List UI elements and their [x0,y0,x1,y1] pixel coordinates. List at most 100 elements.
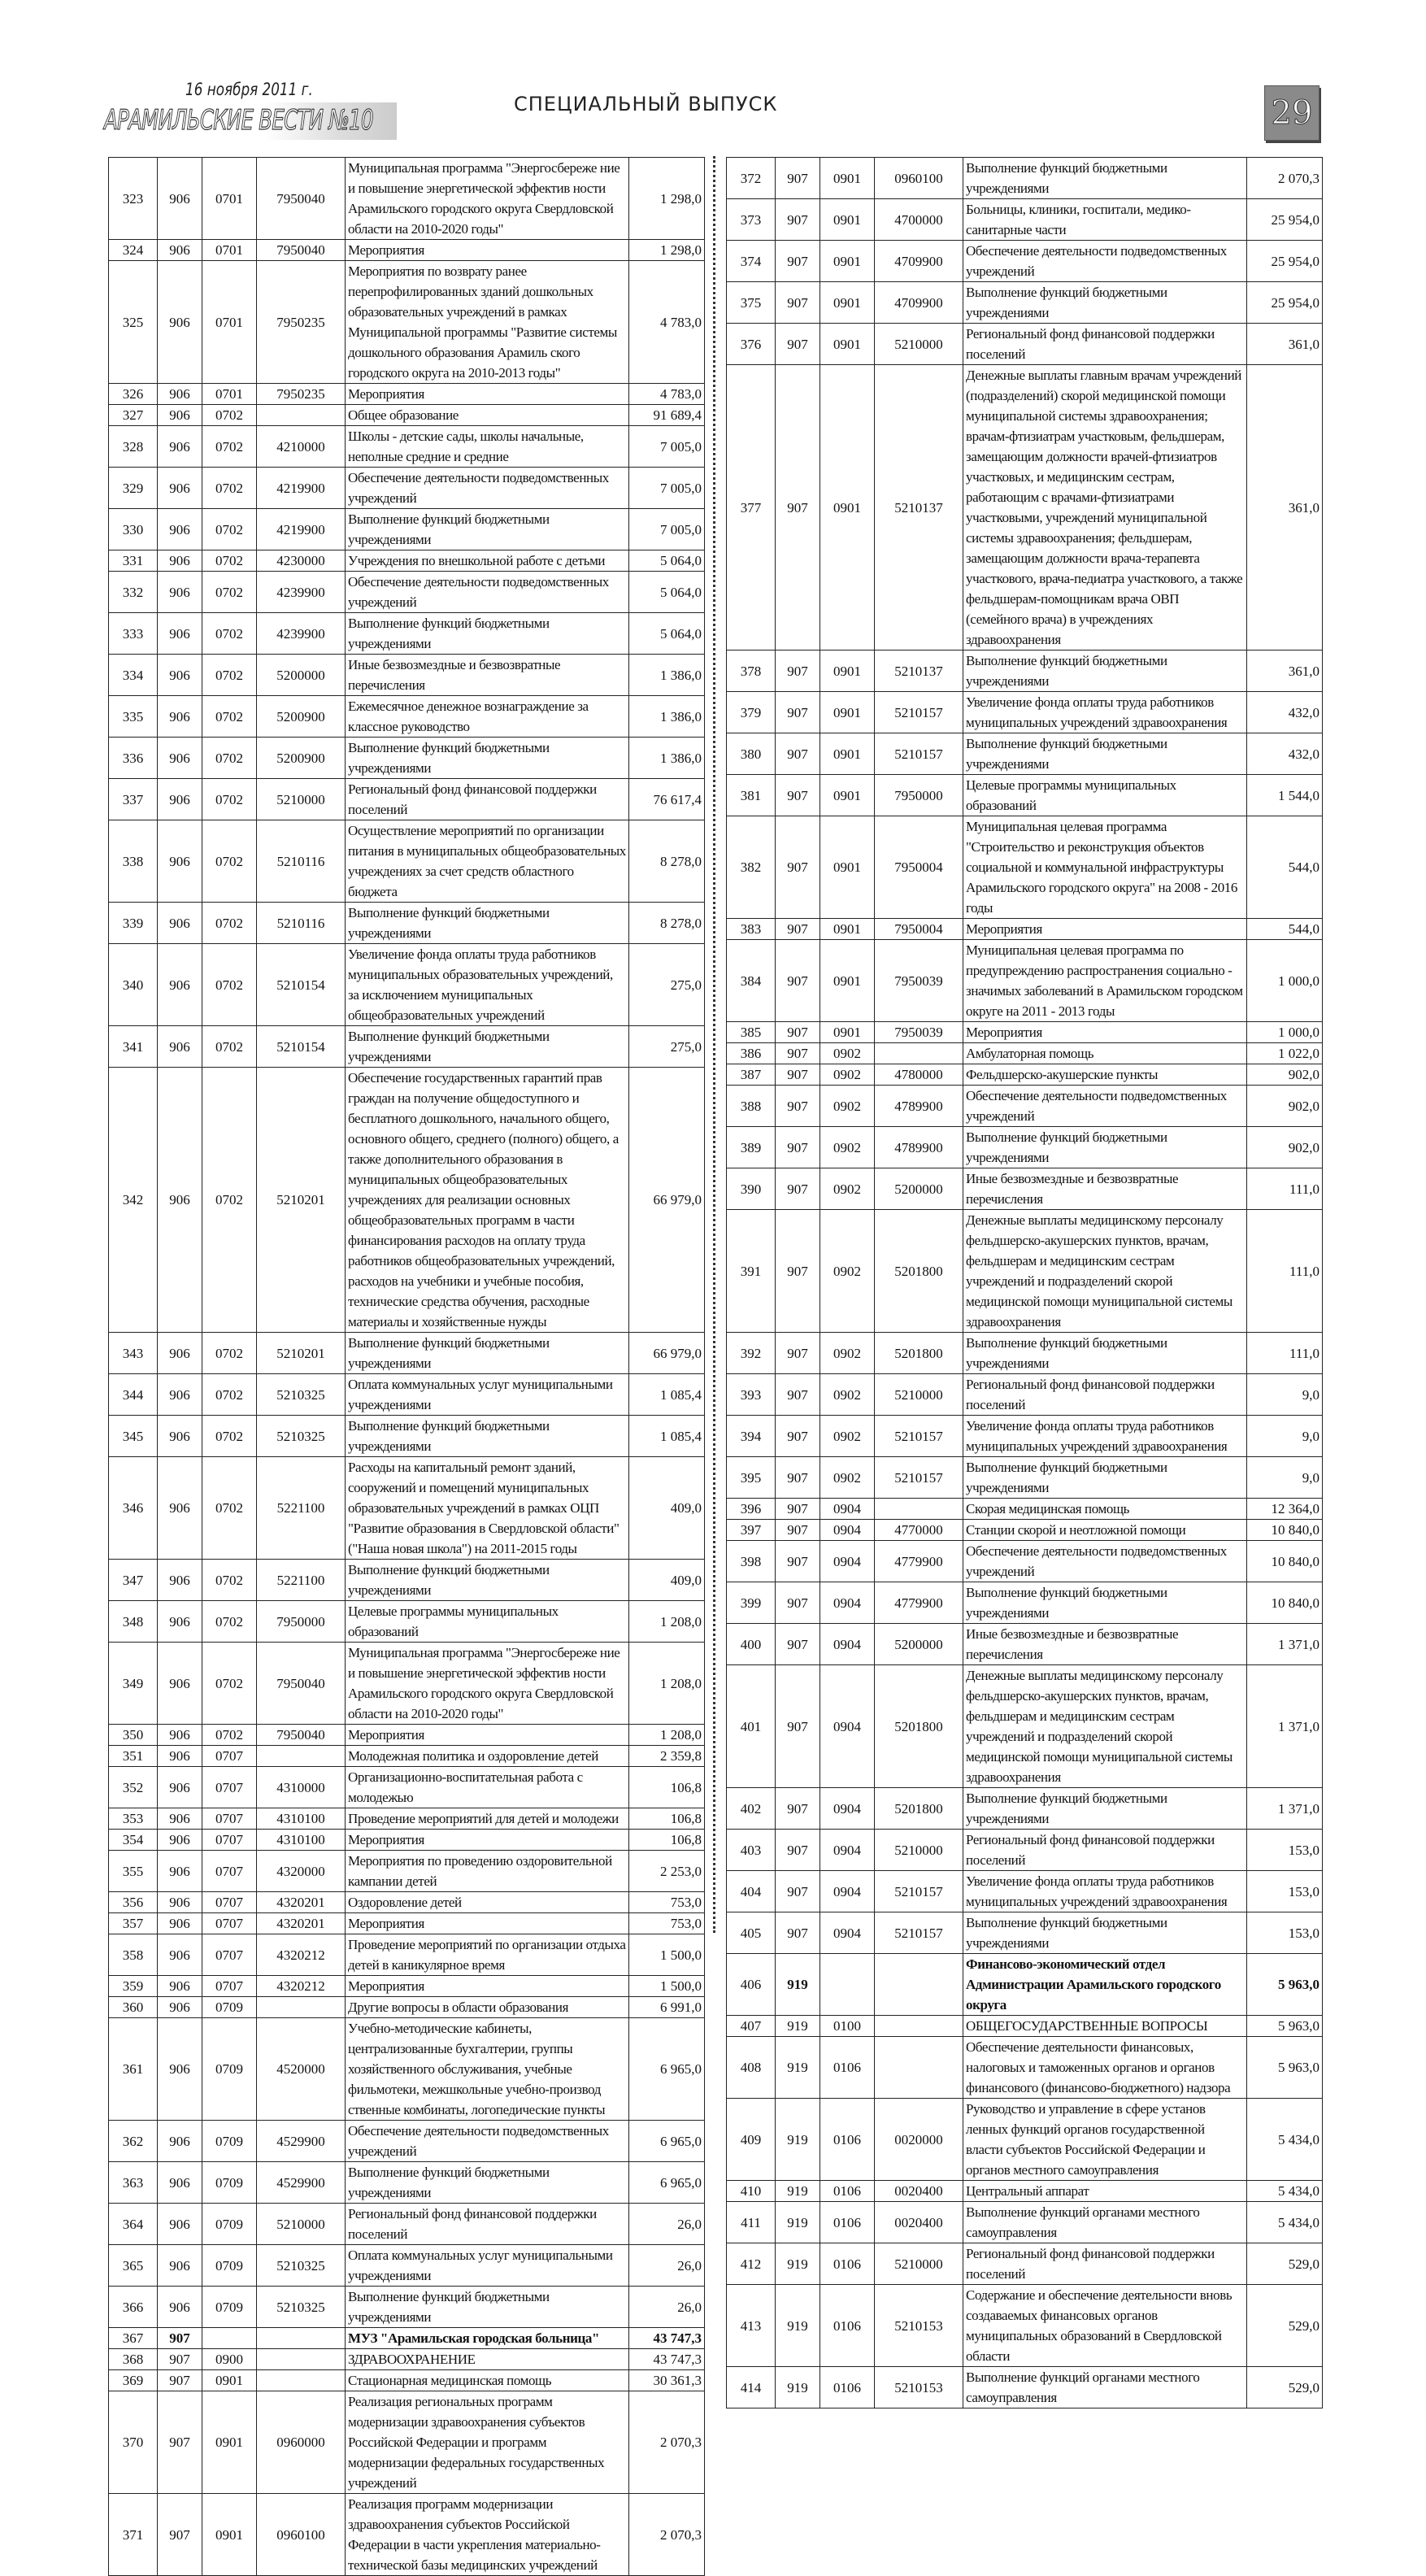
table-row: 397 907 0904 4770000 Станции скорой и неотло… [726,1519,1323,1541]
item-description: Оплата коммунальных услуг муниципальными… [345,2244,629,2287]
table-row: 363 906 0709 4529900 Выполнение функций бюдж… [108,2161,705,2204]
table-row: 325 906 0701 7950235 Мероприятия по возврату… [108,260,705,384]
target-article-code [874,1953,963,2016]
amount: 2 359,8 [628,1745,705,1767]
target-article-code: 5210116 [256,820,346,903]
amount: 5 434,0 [1246,2180,1323,2202]
table-row: 413 919 0106 5210153 Содержание и обеспечени… [726,2284,1323,2367]
amount: 6 965,0 [628,2120,705,2162]
budget-table-left: 323 906 0701 7950040 Муниципальная программа… [108,157,705,2576]
department-code: 906 [157,943,202,1026]
section-code: 0702 [202,1373,257,1416]
table-row: 410 919 0106 0020400 Центральный аппарат 5 43… [726,2180,1323,2202]
department-code: 906 [157,695,202,738]
amount: 902,0 [1246,1126,1323,1168]
department-code: 907 [775,1064,820,1086]
table-row: 395 907 0902 5210157 Выполнение функций бюдж… [726,1456,1323,1499]
department-code: 906 [157,239,202,261]
target-article-code: 0020400 [874,2180,963,2202]
section-code: 0106 [820,2180,875,2202]
amount: 26,0 [628,2244,705,2287]
issue-date: 16 ноября 2011 г. [185,80,313,99]
section-code: 0702 [202,1600,257,1643]
item-description: Выполнение функций бюджетными учреждения… [345,1415,629,1457]
table-row: 346 906 0702 5221100 Расходы на капитальный … [108,1456,705,1560]
page-number: 29 [1271,94,1313,133]
table-row: 400 907 0904 5200000 Иные безвозмездные и бе… [726,1623,1323,1665]
item-description: Ежемесячное денежное вознаграждение за к… [345,695,629,738]
table-row: 414 919 0106 5210153 Выполнение функций орга… [726,2366,1323,2408]
amount: 43 747,3 [628,2327,705,2349]
section-code: 0901 [202,2493,257,2576]
amount: 432,0 [1246,691,1323,733]
amount: 25 954,0 [1246,198,1323,241]
table-row: 392 907 0902 5201800 Выполнение функций бюдж… [726,1332,1323,1374]
amount: 153,0 [1246,1829,1323,1871]
table-row: 340 906 0702 5210154 Увеличение фонда оплаты… [108,943,705,1026]
amount: 8 278,0 [628,820,705,903]
target-article-code: 5210157 [874,1870,963,1912]
section-code: 0702 [202,550,257,572]
item-description: Увеличение фонда оплаты труда работников… [345,943,629,1026]
item-description: Осуществление мероприятий по организации… [345,820,629,903]
section-code: 0707 [202,1934,257,1976]
amount: 275,0 [628,1025,705,1068]
department-code: 906 [157,2017,202,2121]
section-code: 0709 [202,2120,257,2162]
section-code: 0702 [202,571,257,613]
row-number: 331 [108,550,158,572]
section-code: 0707 [202,1912,257,1934]
section-code: 0901 [820,939,875,1022]
section-code: 0709 [202,2244,257,2287]
row-number: 355 [108,1850,158,1892]
row-number: 391 [726,1209,776,1333]
table-row: 361 906 0709 4520000 Учебно-методические каб… [108,2017,705,2121]
amount: 2 070,3 [628,2391,705,2494]
table-row: 342 906 0702 5210201 Обеспечение государстве… [108,1067,705,1333]
row-number: 336 [108,737,158,779]
section-code: 0707 [202,1850,257,1892]
department-code: 907 [775,774,820,816]
department-code: 907 [775,1519,820,1541]
department-code: 906 [157,1745,202,1767]
amount: 1 386,0 [628,695,705,738]
target-article-code: 5210153 [874,2284,963,2367]
amount: 5 963,0 [1246,1953,1323,2016]
row-number: 401 [726,1664,776,1788]
section-code: 0106 [820,2366,875,2408]
item-description: Муниципальная программа "Энергосбереже н… [345,1642,629,1725]
department-code: 906 [157,2286,202,2328]
section-code: 0901 [820,691,875,733]
amount: 1 500,0 [628,1934,705,1976]
row-number: 339 [108,902,158,944]
target-article-code: 7950235 [256,383,346,405]
section-code: 0701 [202,157,257,240]
target-article-code [256,1996,346,2018]
target-article-code: 4709900 [874,240,963,282]
section-code: 0904 [820,1912,875,1954]
item-description: Обеспечение деятельности финансовых, нал… [963,2036,1247,2099]
section-code: 0904 [820,1664,875,1788]
amount: 361,0 [1246,323,1323,365]
table-row: 333 906 0702 4239900 Выполнение функций бюдж… [108,612,705,655]
department-code: 906 [157,612,202,655]
department-code: 906 [157,467,202,509]
department-code: 906 [157,1808,202,1830]
amount: 1 500,0 [628,1975,705,1997]
target-article-code: 5210000 [874,323,963,365]
target-article-code: 5210325 [256,1373,346,1416]
row-number: 342 [108,1067,158,1333]
department-code: 919 [775,2036,820,2099]
amount: 529,0 [1246,2284,1323,2367]
table-row: 334 906 0702 5200000 Иные безвозмездные и бе… [108,654,705,696]
section-code: 0702 [202,1724,257,1746]
row-number: 332 [108,571,158,613]
target-article-code: 4779900 [874,1582,963,1624]
amount: 153,0 [1246,1912,1323,1954]
department-code: 907 [775,1787,820,1830]
department-code: 907 [775,1623,820,1665]
row-number: 381 [726,774,776,816]
item-description: Выполнение функций бюджетными учреждения… [345,2286,629,2328]
row-number: 346 [108,1456,158,1560]
table-row: 405 907 0904 5210157 Выполнение функций бюдж… [726,1912,1323,1954]
